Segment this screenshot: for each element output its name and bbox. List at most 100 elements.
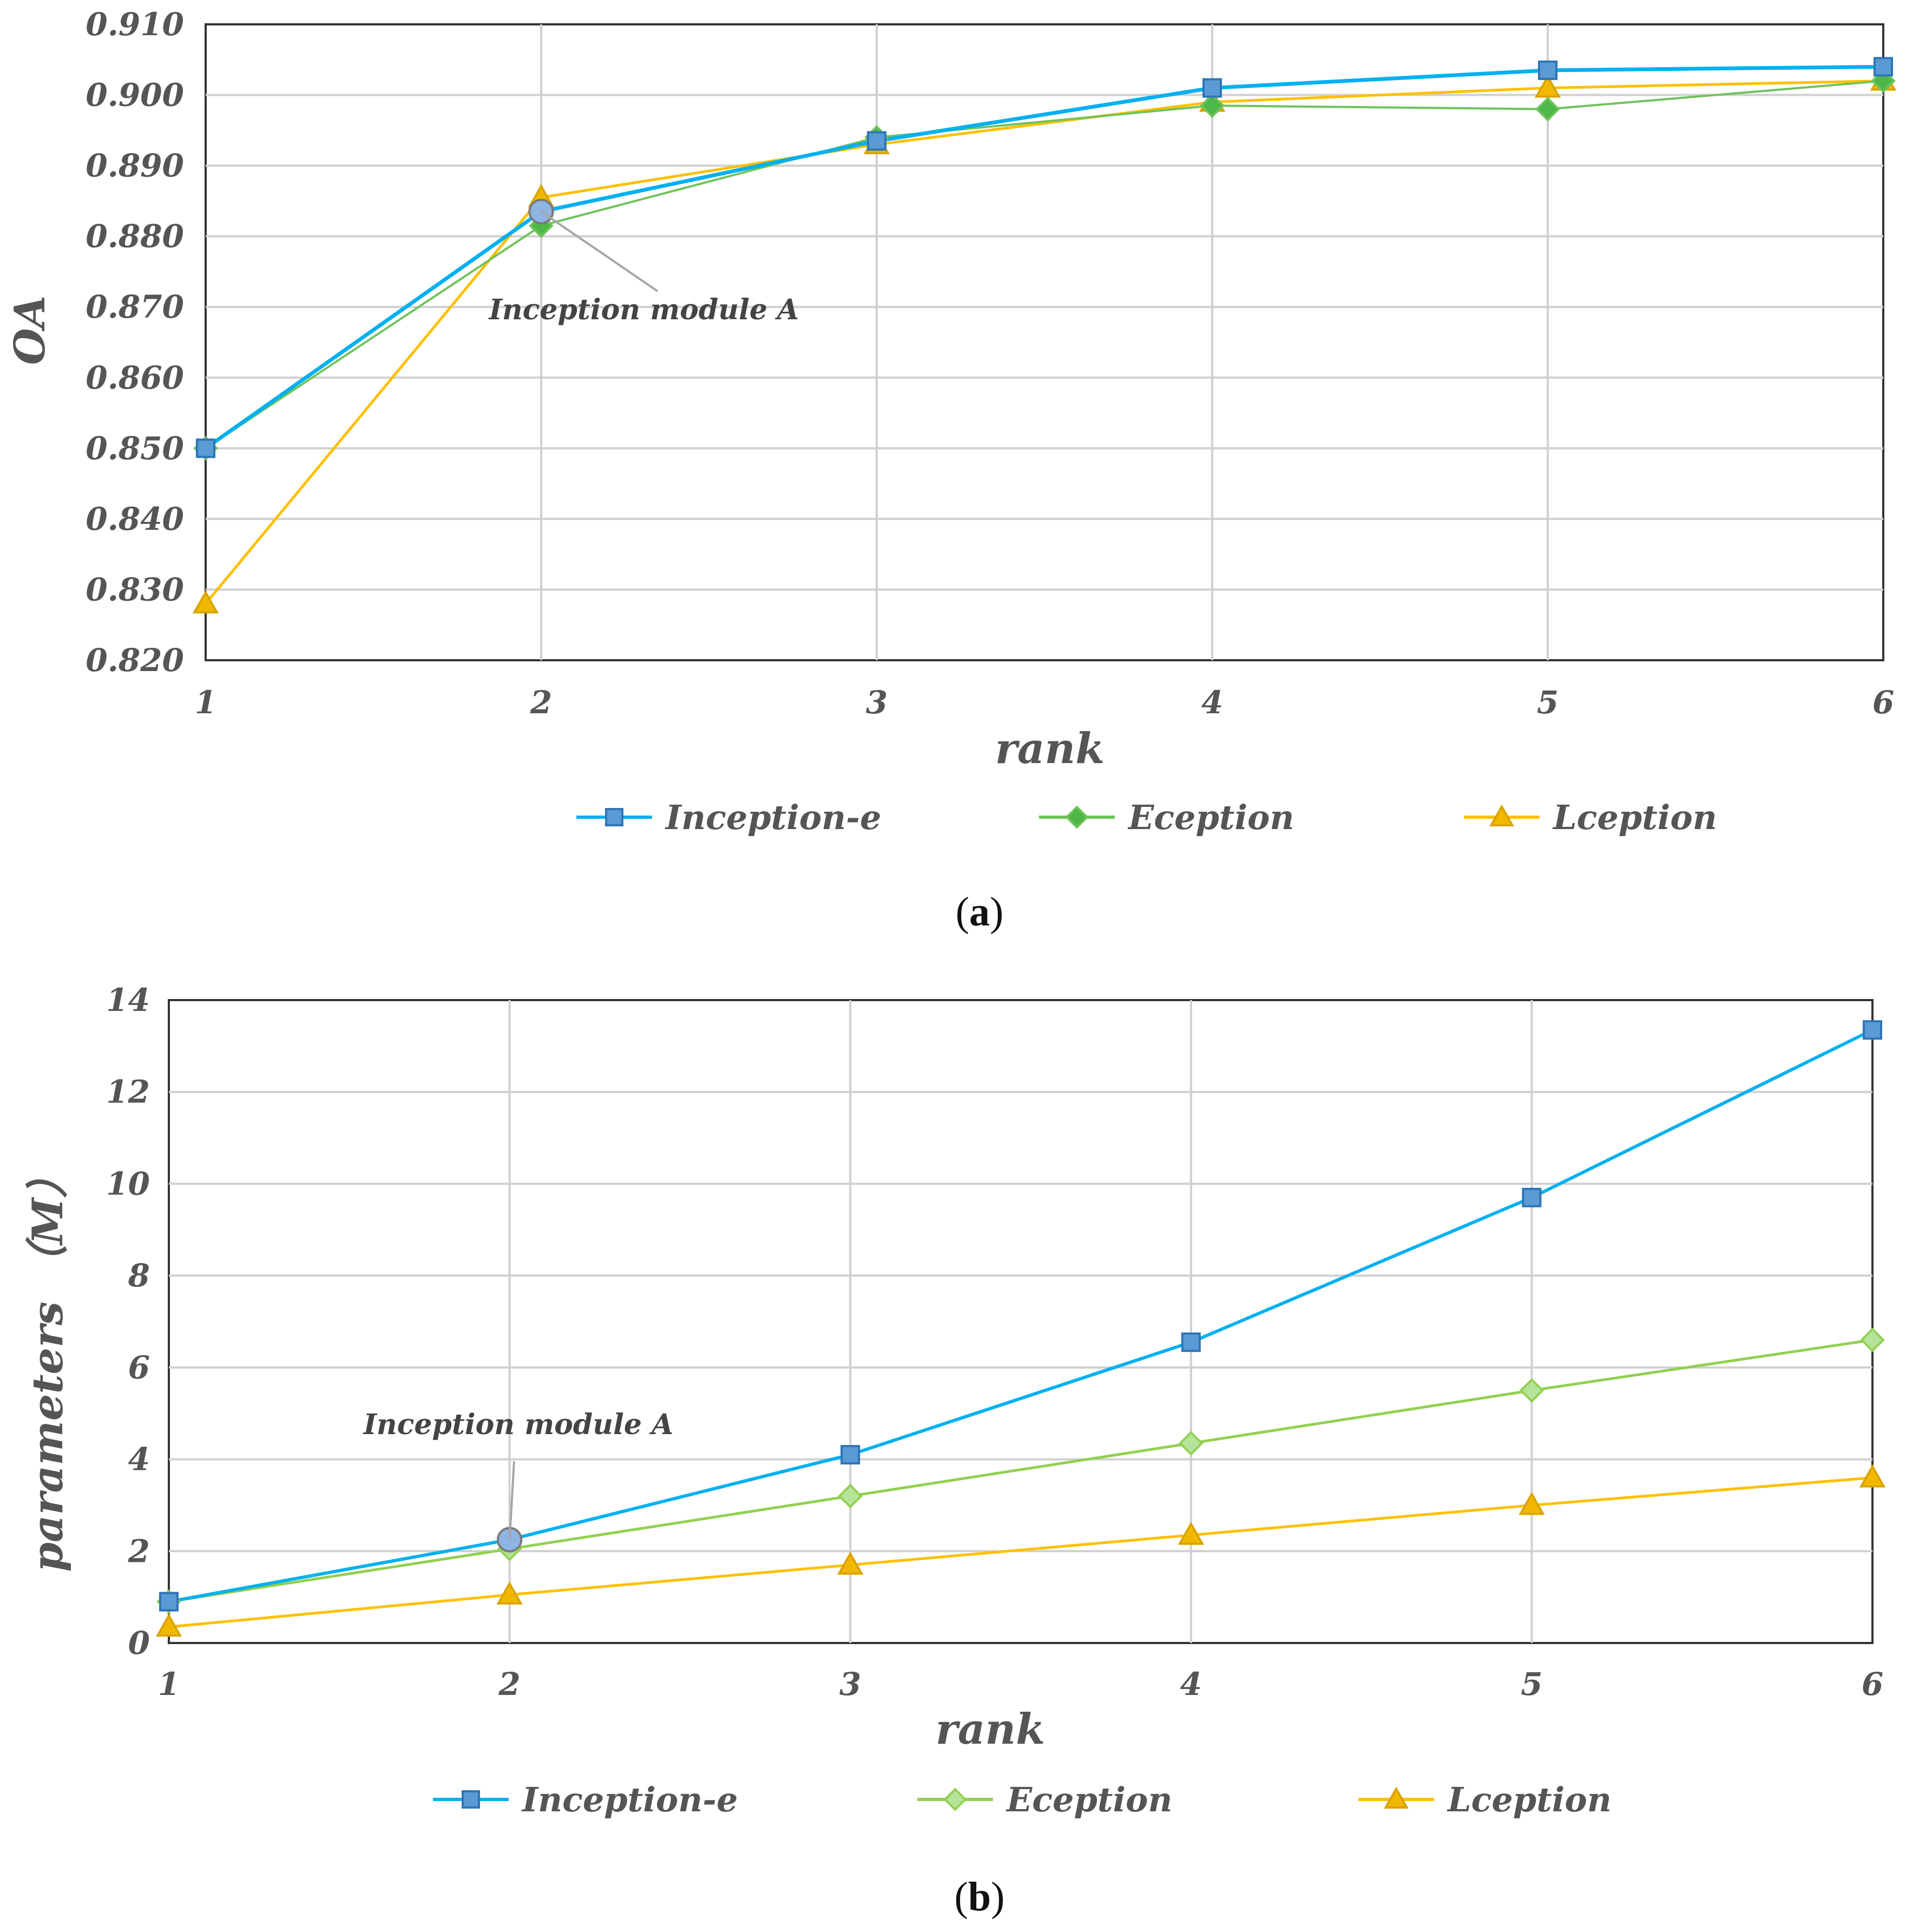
chart-b-annotation-line [508,1461,515,1540]
x-tick-label: 6 [1872,684,1894,721]
data-point-eception [1860,1328,1885,1352]
data-point-lception [192,590,219,614]
series-line-lception [168,1476,1873,1628]
x-tick-label: 1 [158,1666,180,1703]
chart-a: 0.820 0.830 0.840 0.850 0.860 0.870 0.880 0.890… [5,6,1897,935]
legend-label: Eception [1005,1780,1172,1819]
chart-b-annotation: Inception module A [363,1408,674,1540]
data-point-lception [1519,1491,1545,1515]
legend-marker-icon [1065,805,1089,829]
y-tick-label: 0.900 [86,77,184,114]
x-tick-label: 1 [195,684,216,721]
chart-b-caption: (b) [955,1874,1005,1920]
legend-marker-icon [1384,1786,1409,1809]
data-point-lception [1859,1464,1886,1488]
y-tick-label: 0 [128,1625,150,1661]
chart-b-plot-area [168,999,1874,1644]
legend-item-inception-e: Inception-e [576,798,881,837]
chart-b-x-axis-title: rank [936,1705,1045,1754]
chart-a-legend: Inception-e Eception Lception [576,798,1717,837]
y-tick-label: 0.870 [86,288,184,325]
data-point-eception [838,1483,863,1509]
data-point-inception-e [1181,1332,1201,1352]
series-line-eception [168,1338,1873,1604]
y-tick-label: 0.860 [86,359,184,396]
data-point-inception-e [1202,78,1222,98]
data-point-eception [1535,96,1560,122]
chart-a-x-axis-title: rank [995,724,1105,773]
x-tick-label: 6 [1862,1666,1883,1703]
data-point-inception-e [159,1592,179,1612]
chart-b-x-ticks: 1 2 3 4 5 6 [158,1666,1883,1703]
y-tick-label: 0.830 [86,571,184,608]
chart-a-x-ticks: 1 2 3 4 5 6 [195,684,1894,721]
y-tick-label: 0.820 [86,642,184,679]
data-point-inception-e [1874,57,1893,77]
x-tick-label: 5 [1537,684,1559,721]
series-line-inception-e [168,1028,1874,1604]
chart-a-caption: (a) [956,889,1004,935]
x-tick-label: 2 [530,684,552,721]
x-tick-label: 4 [1180,1666,1202,1703]
y-tick-label: 10 [106,1165,150,1202]
chart-b-y-ticks: 0 2 4 6 8 10 12 14 [106,982,150,1661]
legend-marker-icon [462,1790,480,1809]
data-point-eception [1178,1431,1204,1456]
chart-b-legend: Inception-e Eception Lception [433,1780,1612,1819]
data-point-inception-e [1522,1187,1542,1207]
y-tick-label: 12 [106,1074,150,1110]
y-tick-label: 0.880 [86,218,184,255]
legend-item-eception: Eception [917,1780,1172,1819]
legend-label: Inception-e [521,1780,738,1819]
chart-a-caption-letter: a [969,889,990,935]
data-point-lception [155,1613,182,1637]
chart-a-annotation-line [540,211,659,292]
data-point-eception [1200,93,1225,118]
y-tick-label: 8 [128,1257,150,1294]
data-point-lception [496,1581,523,1605]
y-tick-label: 4 [128,1441,150,1478]
y-tick-label: 6 [128,1349,150,1386]
data-point-lception [1534,74,1561,98]
legend-item-eception: Eception [1039,798,1294,837]
data-point-lception [1178,1521,1205,1545]
legend-marker-icon [1489,804,1514,826]
data-point-inception-e [1863,1020,1882,1040]
x-tick-label: 4 [1201,684,1223,721]
x-tick-label: 5 [1521,1666,1542,1703]
data-point-inception-e [867,131,886,151]
chart-b-series [155,1020,1886,1637]
data-point-inception-e [196,438,215,458]
data-point-eception [1519,1378,1544,1403]
legend-marker-icon [605,808,623,826]
data-point-inception-e [840,1445,860,1465]
chart-b-caption-letter: b [968,1874,991,1920]
y-tick-label: 0.910 [86,6,184,43]
series-line-inception-e [204,64,1884,450]
legend-item-inception-e: Inception-e [433,1780,738,1819]
legend-label: Lception [1552,798,1717,837]
legend-label: Lception [1447,1780,1612,1819]
y-tick-label: 14 [106,982,150,1018]
chart-b-annotation-text: Inception module A [363,1408,674,1441]
series-line-lception [205,79,1884,605]
chart-a-y-axis-title: OA [5,295,55,365]
legend-item-lception: Lception [1464,798,1717,837]
chart-a-y-ticks: 0.820 0.830 0.840 0.850 0.860 0.870 0.880 0.890… [86,6,184,679]
legend-label: Inception-e [665,798,881,837]
x-tick-label: 3 [839,1666,861,1703]
y-tick-label: 2 [128,1533,150,1569]
legend-label: Eception [1127,798,1294,837]
x-tick-label: 2 [498,1666,520,1703]
x-tick-label: 3 [866,684,888,721]
data-point-lception [837,1551,864,1575]
chart-a-plot-area [205,23,1884,661]
legend-marker-icon [943,1788,967,1811]
y-tick-label: 0.840 [86,501,184,537]
legend-item-lception: Lception [1358,1780,1612,1819]
series-line-eception [205,80,1884,449]
y-tick-label: 0.850 [86,430,184,466]
chart-a-series [192,57,1897,614]
